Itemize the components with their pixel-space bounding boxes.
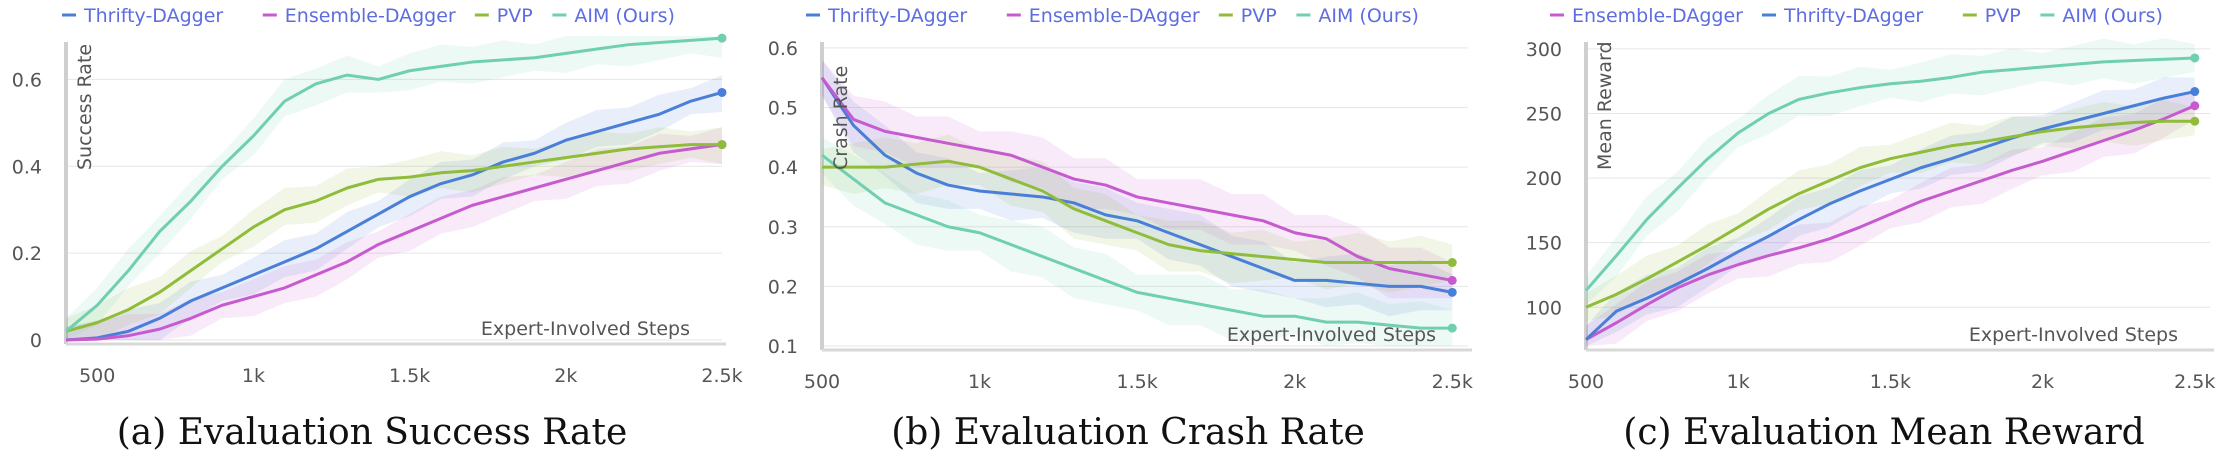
x-tick-label: 2k: [554, 365, 577, 387]
x-tick-label: 1.5k: [1117, 371, 1158, 393]
legend-label: Ensemble-DAgger: [1029, 5, 1200, 27]
x-axis-label: Expert-Involved Steps: [481, 318, 690, 340]
y-tick-label: 0.6: [12, 69, 42, 91]
x-tick-label: 2.5k: [2174, 371, 2215, 393]
y-tick-label: 250: [1526, 104, 1562, 126]
y-tick-label: 0.6: [768, 38, 798, 60]
y-tick-label: 100: [1526, 297, 1562, 319]
legend-label: Ensemble-DAgger: [1572, 5, 1743, 27]
chart-panel-success-rate: 0 0.2 0.4 0.6 500 1k 1.5k 2k 2.5k Success Rate Exp…: [0, 0, 744, 453]
x-tick-label: 2k: [2031, 371, 2054, 393]
x-tick-label: 500: [1568, 371, 1604, 393]
series-end-marker: [717, 140, 727, 150]
y-axis-label: Success Rate: [74, 44, 96, 170]
x-tick-label: 500: [804, 371, 840, 393]
x-tick-label: 1.5k: [1870, 371, 1911, 393]
y-tick-label: 0.1: [768, 336, 798, 358]
mean-reward-chart: 100 150 200 250 300 500 1k 1.5k 2k 2.5k Mean Rewar…: [1526, 5, 2216, 453]
legend-label: Thrifty-DAgger: [1783, 5, 1923, 27]
series-end-marker: [2190, 116, 2200, 126]
x-tick-label: 1k: [968, 371, 991, 393]
y-axis-label: Crash Rate: [830, 66, 852, 170]
chart-panel-mean-reward: 100 150 200 250 300 500 1k 1.5k 2k 2.5k Mean Rewar…: [1488, 0, 2232, 453]
series-line: [1585, 104, 2196, 341]
legend-label: Thrifty-DAgger: [827, 5, 967, 27]
series-end-marker: [1447, 275, 1457, 285]
y-tick-label: 0: [30, 330, 42, 352]
y-tick-label: 0.2: [768, 276, 798, 298]
legend-label: AIM (Ours): [2062, 5, 2163, 27]
series-band: [822, 59, 1453, 299]
x-tick-label: 2.5k: [1432, 371, 1473, 393]
x-tick-label: 1k: [1727, 371, 1750, 393]
series-line: [820, 76, 1453, 282]
x-tick-label: 2.5k: [701, 365, 742, 387]
series-band: [66, 75, 722, 340]
x-axis-label: Expert-Involved Steps: [1969, 324, 2178, 346]
series-line: [65, 143, 723, 342]
series-band: [822, 59, 1453, 317]
x-axis-label: Expert-Involved Steps: [1227, 324, 1436, 346]
series-band: [822, 134, 1453, 293]
x-tick-label: 500: [79, 365, 115, 387]
series-line: [1584, 56, 2195, 292]
series-band: [1586, 91, 2195, 346]
series-end-marker: [2190, 53, 2200, 63]
y-tick-label: 0.2: [12, 243, 42, 265]
y-tick-label: 150: [1526, 233, 1562, 255]
series-end-marker: [2190, 87, 2200, 97]
chart-caption: (a) Evaluation Success Rate: [117, 412, 628, 452]
y-tick-label: 0.5: [768, 98, 798, 120]
series-end-marker: [1447, 323, 1457, 333]
legend-label: AIM (Ours): [574, 5, 675, 27]
series-band: [1586, 77, 2195, 346]
series-end-marker: [2190, 101, 2200, 111]
legend-label: PVP: [1985, 5, 2021, 27]
x-tick-label: 1.5k: [389, 365, 430, 387]
y-tick-label: 0.4: [12, 156, 42, 178]
y-tick-label: 0.4: [768, 157, 798, 179]
legend-label: PVP: [1241, 5, 1277, 27]
series-end-marker: [1447, 287, 1457, 297]
series-band: [66, 127, 722, 340]
series-line: [1585, 119, 2195, 309]
series-end-marker: [717, 87, 727, 97]
chart-caption: (c) Evaluation Mean Reward: [1623, 412, 2144, 452]
series-band: [1586, 38, 2195, 305]
legend-label: AIM (Ours): [1318, 5, 1419, 27]
series-line: [65, 143, 722, 333]
series-line: [822, 159, 1453, 265]
y-axis-label: Mean Reward: [1594, 41, 1616, 170]
y-tick-label: 300: [1526, 39, 1562, 61]
x-tick-label: 1k: [242, 365, 265, 387]
chart-panel-crash-rate: 0.1 0.2 0.3 0.4 0.5 0.6 500 1k 1.5k 2k 2.5k Crash R…: [744, 0, 1488, 453]
series-line: [820, 76, 1453, 294]
series-band: [66, 36, 722, 340]
legend-label: Thrifty-DAgger: [83, 5, 223, 27]
y-tick-label: 200: [1526, 168, 1562, 190]
series-end-marker: [1447, 258, 1457, 268]
series-end-marker: [717, 33, 727, 43]
series-line: [821, 154, 1453, 330]
y-tick-label: 0.3: [768, 217, 798, 239]
series-line: [65, 91, 723, 342]
x-tick-label: 2k: [1283, 371, 1306, 393]
series-line: [1584, 90, 2196, 341]
legend-label: PVP: [497, 5, 533, 27]
chart-caption: (b) Evaluation Crash Rate: [891, 412, 1365, 452]
success-rate-chart: 0 0.2 0.4 0.6 500 1k 1.5k 2k 2.5k Success Rate Exp…: [12, 5, 743, 453]
series-line: [65, 36, 723, 333]
crash-rate-chart: 0.1 0.2 0.3 0.4 0.5 0.6 500 1k 1.5k 2k 2.5k Crash R…: [768, 5, 1473, 453]
legend-label: Ensemble-DAgger: [285, 5, 456, 27]
